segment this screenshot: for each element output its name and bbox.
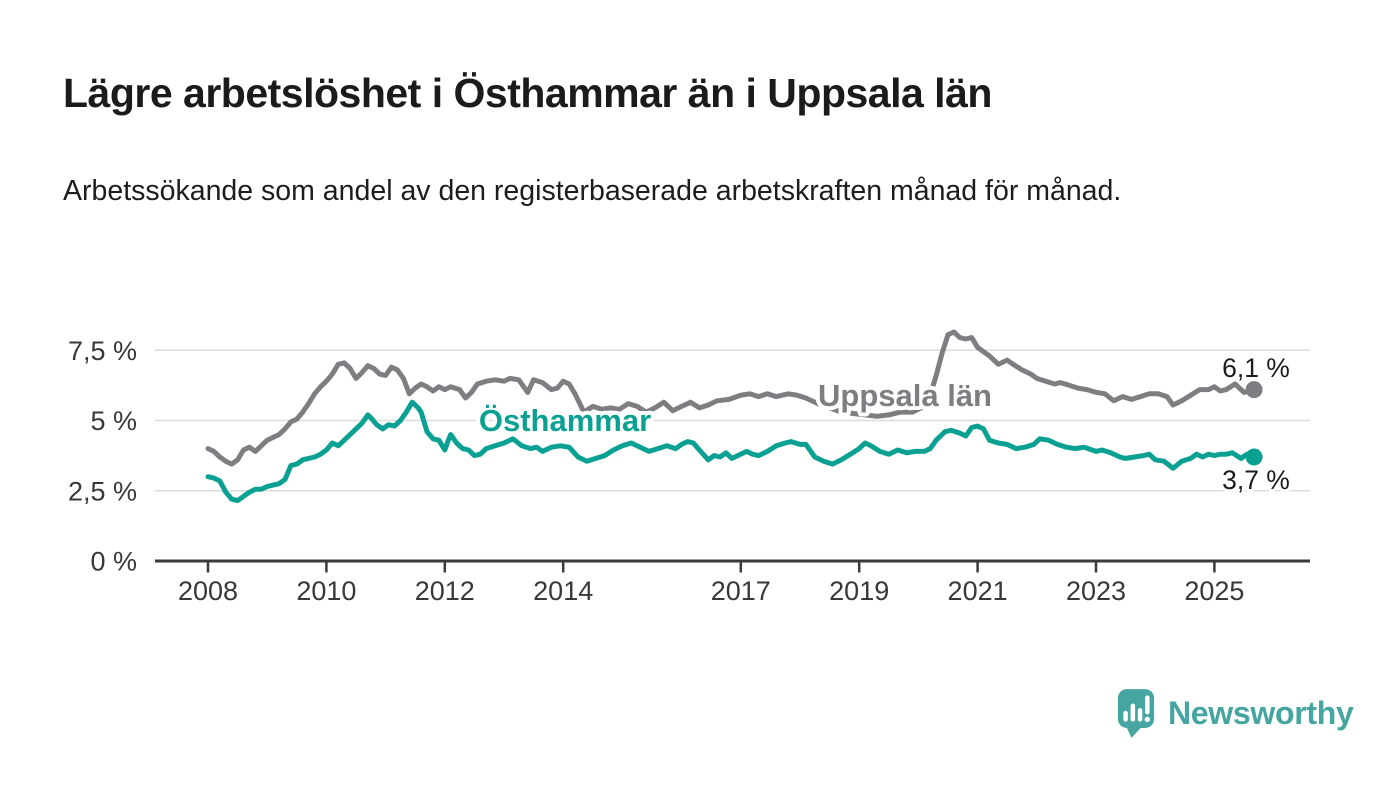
series-label-osthammar: Östhammar bbox=[479, 403, 651, 438]
page-subtitle: Arbetssökande som andel av den registerb… bbox=[63, 175, 1122, 207]
x-tick-label: 2025 bbox=[1184, 576, 1244, 606]
x-tick-label: 2010 bbox=[296, 576, 356, 606]
y-tick-label: 0 % bbox=[90, 547, 137, 577]
x-tick-label: 2008 bbox=[178, 576, 238, 606]
x-tick-label: 2014 bbox=[533, 576, 593, 606]
end-dot-osthammar bbox=[1245, 448, 1263, 466]
series-line-osthammar bbox=[205, 399, 1257, 504]
newsworthy-brand-name: Newsworthy bbox=[1168, 695, 1354, 731]
x-tick-label: 2019 bbox=[829, 576, 889, 606]
page-title: Lägre arbetslöshet i Östhammar än i Upps… bbox=[63, 70, 992, 116]
x-tick-label: 2012 bbox=[415, 576, 475, 606]
series-label-uppsala-lan: Uppsala län bbox=[818, 378, 992, 413]
end-value-label-osthammar: 3,7 % bbox=[1222, 465, 1290, 495]
end-value-label-uppsala-lan: 6,1 % bbox=[1222, 353, 1290, 383]
y-tick-label: 5 % bbox=[90, 406, 137, 436]
x-tick-label: 2023 bbox=[1066, 576, 1126, 606]
newsworthy-logo-icon bbox=[1117, 689, 1155, 738]
x-tick-label: 2017 bbox=[711, 576, 771, 606]
newsworthy-logo: Newsworthy bbox=[1117, 688, 1354, 739]
end-dot-uppsala-lan bbox=[1245, 381, 1263, 399]
y-tick-label: 2,5 % bbox=[68, 476, 137, 506]
y-tick-label: 7,5 % bbox=[68, 336, 137, 366]
series-line-uppsala-lan bbox=[205, 329, 1257, 467]
x-tick-label: 2021 bbox=[948, 576, 1008, 606]
